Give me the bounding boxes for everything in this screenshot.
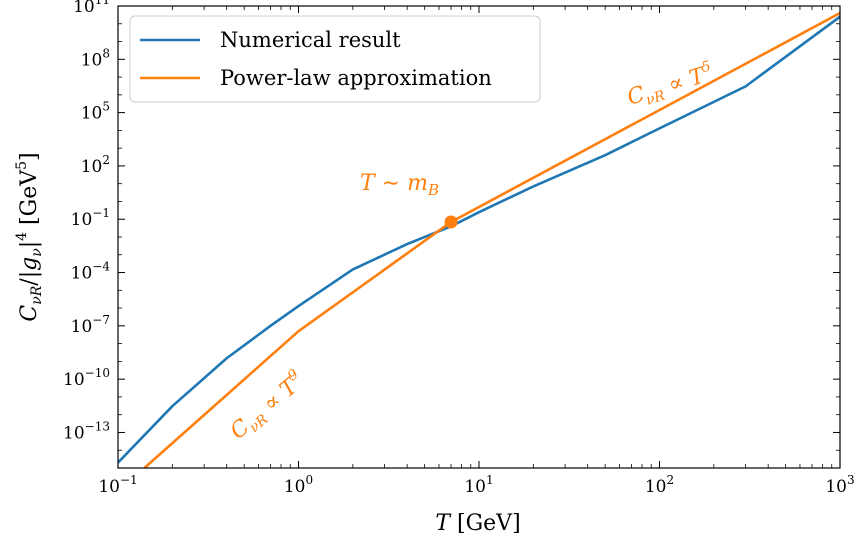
marker-layer [444,215,458,229]
legend-box [129,15,541,103]
y-tick-exp: −7 [92,313,110,327]
annotation-t9: CνR ∝ T9 [224,366,312,447]
y-tick-label: 102 [81,153,110,177]
legend: Numerical result Power-law approximation [129,15,541,103]
y-tick-exp: −13 [85,419,110,433]
y-axis-label-close: ] [17,152,42,161]
y-tick-label: 1011 [73,0,110,17]
annotation-t-sim-mb-sub: B [427,181,439,199]
x-tick-base: 10 [98,477,120,497]
y-tick-base: 10 [81,104,103,124]
y-tick-base: 10 [71,317,93,337]
y-tick-exp: 8 [102,46,110,60]
transition-marker [444,215,458,229]
legend-label-power-law: Power-law approximation [220,66,492,90]
y-tick-label: 10−13 [63,419,110,443]
y-tick-base: 10 [63,370,85,390]
y-axis-label-c: C [17,305,42,322]
y-tick-base: 10 [73,0,95,17]
y-axis-label-exp4: 4 [14,232,30,241]
plot-frame [117,5,841,469]
series-line-numerical [118,15,840,464]
y-tick-label: 10−1 [71,206,110,230]
y-axis-label-exp5: 5 [14,161,30,170]
y-axis-label-sub: νR [29,285,45,305]
y-axis-label-g: g [17,257,42,271]
y-tick-label: 10−7 [71,313,110,337]
y-axis-label: CνR/|gν|4 [GeV5] [14,152,45,321]
y-tick-exp: −1 [92,206,110,220]
y-tick-label: 108 [81,46,110,70]
y-tick-base: 10 [63,423,85,443]
annotation-t-sim-mb: T ∼ mB [360,171,439,199]
x-axis-label-var: T [435,511,452,536]
y-axis-label-gsub: ν [29,248,45,257]
y-axis-label-unit: [GeV [17,169,42,232]
annotation-t5-sub: νR [644,88,667,109]
x-tick-exp: 3 [847,473,855,487]
y-tick-label: 105 [81,100,110,124]
x-tick-exp: 0 [306,473,314,487]
series-layer [118,11,840,468]
y-tick-base: 10 [81,50,103,70]
y-tick-label: 10−10 [63,366,110,390]
tick-labels: 10−1 100 101 102 10310−1310−1010−710−410−110… [63,0,855,497]
x-tick-label: 103 [825,473,854,497]
annotation-t5-c: C [624,82,648,111]
x-axis-label-unit: [GeV] [450,511,521,536]
y-tick-exp: −4 [92,260,110,274]
legend-label-numerical: Numerical result [220,28,401,52]
y-tick-exp: 11 [95,0,110,7]
y-tick-exp: 5 [102,100,110,114]
series-line-power-law [143,11,840,468]
annotation-t-sim-mb-text: T ∼ m [360,171,428,196]
x-tick-label: 101 [464,473,493,497]
x-tick-base: 10 [825,477,847,497]
x-tick-label: 10−1 [98,473,137,497]
x-tick-exp: 1 [486,473,494,487]
y-tick-label: 10−4 [71,260,111,284]
x-tick-exp: −1 [120,473,138,487]
x-tick-label: 100 [284,473,313,497]
x-tick-label: 102 [645,473,674,497]
x-tick-base: 10 [284,477,306,497]
y-axis-label-bar: | [17,241,42,248]
y-tick-exp: 2 [102,153,110,167]
y-tick-base: 10 [71,264,93,284]
x-tick-base: 10 [464,477,486,497]
y-tick-base: 10 [81,157,103,177]
x-tick-exp: 2 [667,473,675,487]
y-axis-label-mid: /| [17,271,42,286]
x-tick-base: 10 [645,477,667,497]
x-axis-label: T [GeV] [435,511,520,536]
y-tick-exp: −10 [85,366,110,380]
y-tick-base: 10 [71,210,93,230]
